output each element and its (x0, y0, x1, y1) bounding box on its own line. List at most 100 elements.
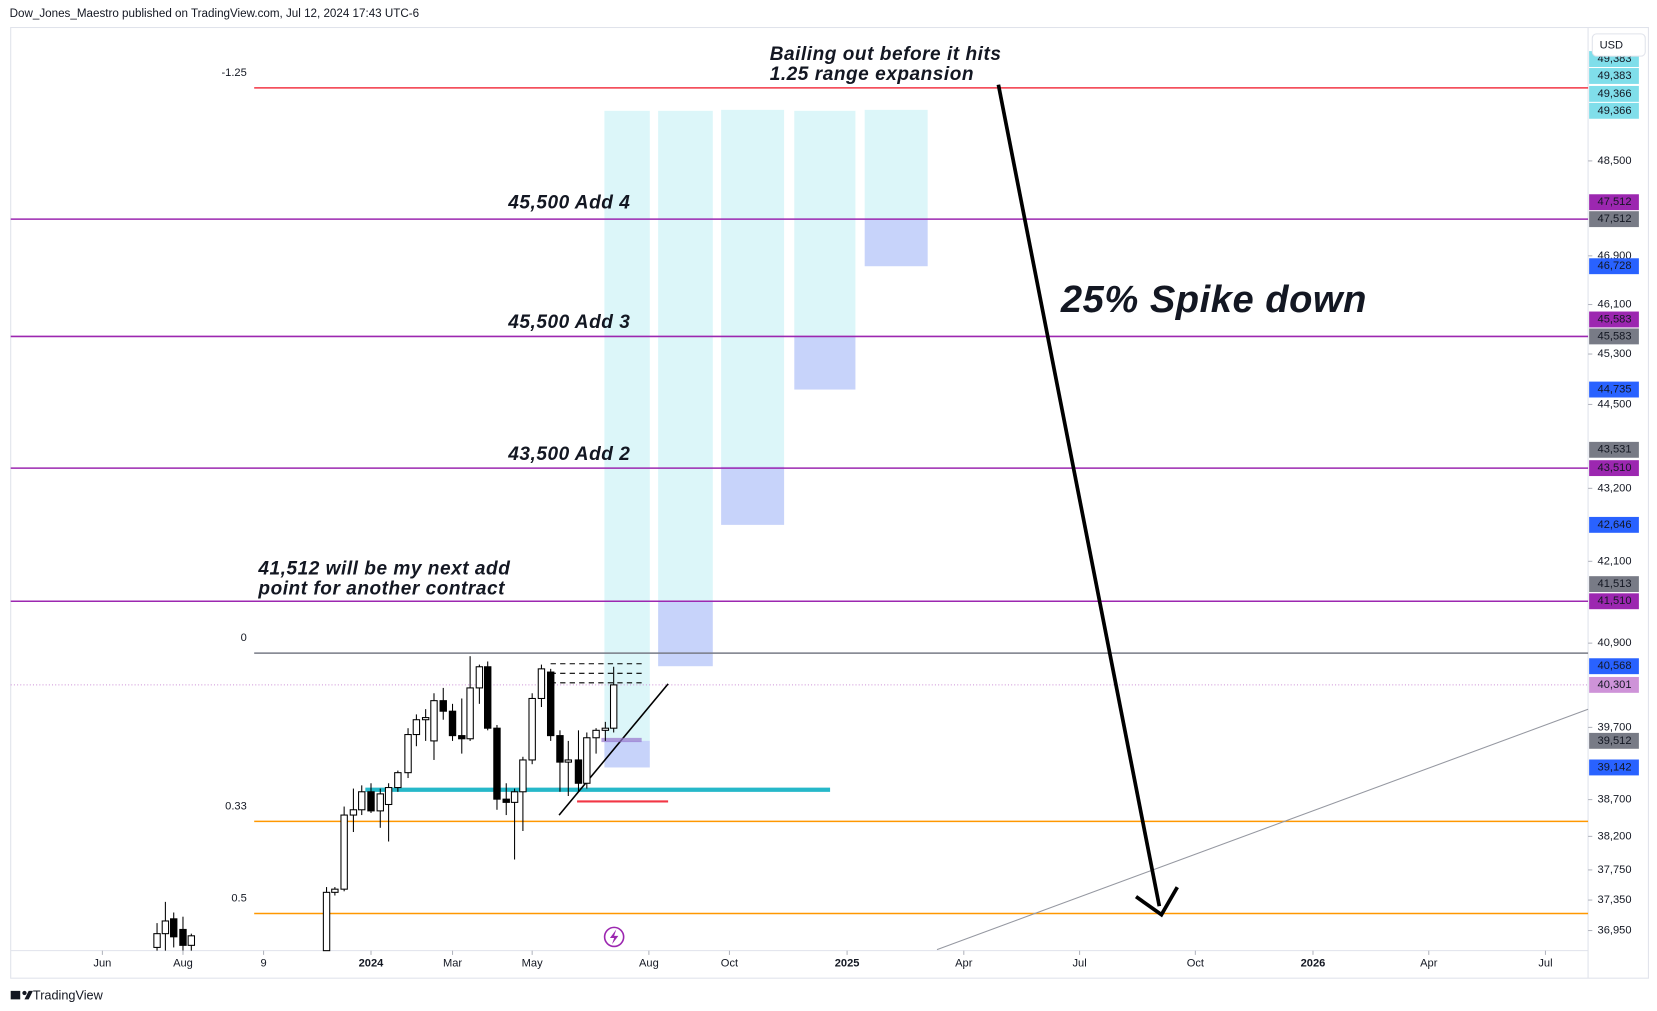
candle-body (592, 729, 600, 739)
candle-body (510, 791, 519, 803)
x-tick-label: 2024 (359, 957, 385, 969)
annotation: 1.25 range expansion (770, 64, 974, 85)
x-tick-label: 2026 (1301, 957, 1326, 969)
candle-body (404, 734, 412, 774)
x-tick-label: Aug (639, 957, 659, 969)
candle-body (484, 666, 492, 729)
price-label-box (1589, 658, 1639, 675)
price-label: 45,583 (1598, 313, 1632, 325)
candle-body (340, 814, 348, 890)
candle-body (421, 717, 430, 721)
rising-trendline (558, 683, 669, 816)
price-label: 43,510 (1598, 462, 1632, 474)
price-label: 41,513 (1598, 578, 1632, 590)
candle-body (458, 735, 466, 740)
candle-body (430, 700, 438, 742)
price-label: 49,383 (1598, 70, 1632, 82)
candle-body (322, 891, 331, 952)
x-tick-label: Oct (721, 957, 738, 969)
y-tick-label: 38,200 (1598, 830, 1632, 842)
profit-zone (864, 109, 928, 220)
y-tick-label: 45,300 (1598, 348, 1632, 360)
price-label-box (1589, 593, 1639, 610)
candle-body (331, 888, 339, 893)
candle-body (349, 809, 358, 816)
footer-brand: TradingView (33, 989, 104, 1003)
fib-label: -1.25 (221, 67, 246, 79)
entry-marker (601, 737, 642, 743)
footer-logo (10, 990, 33, 1000)
x-tick-label: Aug (173, 957, 193, 969)
candle-body (493, 727, 501, 800)
candle-body (170, 918, 178, 938)
candle-body (519, 759, 527, 793)
price-label: 47,512 (1598, 196, 1632, 208)
y-tick-label: 37,750 (1598, 864, 1632, 876)
price-label: 40,568 (1598, 660, 1632, 672)
price-label: 44,735 (1598, 383, 1632, 395)
annotation: 41,512 will be my next add (257, 559, 510, 580)
annotation: 43,500 Add 2 (507, 444, 630, 465)
candle-body (448, 710, 457, 737)
candle-body (475, 666, 484, 689)
price-label-box (1589, 328, 1639, 345)
y-tick-label: 48,500 (1598, 155, 1632, 167)
candle-body (537, 668, 546, 700)
currency[interactable]: USD (1600, 39, 1623, 51)
y-tick-label: 44,500 (1598, 398, 1632, 410)
y-tick-label: 40,900 (1598, 637, 1632, 649)
x-tick-label: Jul (1538, 957, 1552, 969)
annotation: 45,500 Add 3 (507, 312, 630, 333)
axes: 48,500 46,900 46,100 45,300 44,500 43,200 42,1… (93, 51, 1639, 969)
arrow-shaft (996, 84, 1162, 907)
loss-zone (721, 466, 785, 525)
price-label-box (1589, 576, 1639, 593)
candle-body (394, 772, 402, 789)
candle-body (556, 735, 564, 763)
x-tick-label: Apr (1420, 957, 1438, 969)
price-label: 47,512 (1598, 213, 1632, 225)
annotation-large: 25% Spike down (1060, 279, 1367, 321)
x-tick-label: Oct (1187, 957, 1204, 969)
candle-body (187, 935, 196, 946)
x-tick-label: 2025 (835, 957, 860, 969)
candle-body (609, 684, 618, 729)
price-label: 49,366 (1598, 88, 1632, 100)
candle-body (574, 759, 583, 784)
header: Dow_Jones_Maestro published on TradingVi… (10, 7, 419, 20)
candle-body (439, 700, 447, 712)
price-label-box (1589, 311, 1639, 328)
y-tick-label: 46,900 (1598, 250, 1632, 262)
candle-body (502, 798, 510, 803)
price-label: 45,583 (1598, 330, 1632, 342)
annotation: 45,500 Add 4 (507, 192, 630, 213)
price-label-box (1589, 732, 1639, 749)
price-label-box (1589, 211, 1639, 228)
price-label-box (1589, 676, 1639, 693)
icon-bolt (609, 929, 619, 945)
profit-zone (604, 110, 650, 741)
logo-mark (10, 990, 21, 1000)
price-label: 49,383 (1598, 53, 1632, 65)
candle-body (528, 697, 536, 761)
price-label-box (1589, 381, 1639, 398)
price-label: 39,142 (1598, 761, 1632, 773)
loss-zone (658, 601, 713, 667)
y-tick-label: 46,100 (1598, 298, 1632, 310)
loss-zone (864, 219, 928, 267)
x-tick-label: Apr (955, 957, 973, 969)
candle-body (583, 737, 591, 784)
y-tick-label: 38,700 (1598, 794, 1632, 806)
profit-zone (658, 110, 713, 602)
x-tick-label: Jul (1072, 957, 1086, 969)
price-label: 49,366 (1598, 105, 1632, 117)
currency-button[interactable] (1591, 33, 1646, 57)
price-label: 40,301 (1598, 679, 1632, 691)
price-label-box (1589, 516, 1639, 533)
price-label-box (1589, 441, 1639, 458)
candle-body (376, 793, 384, 812)
price-label-box (1589, 85, 1639, 102)
annotation: point for another contract (257, 579, 505, 600)
